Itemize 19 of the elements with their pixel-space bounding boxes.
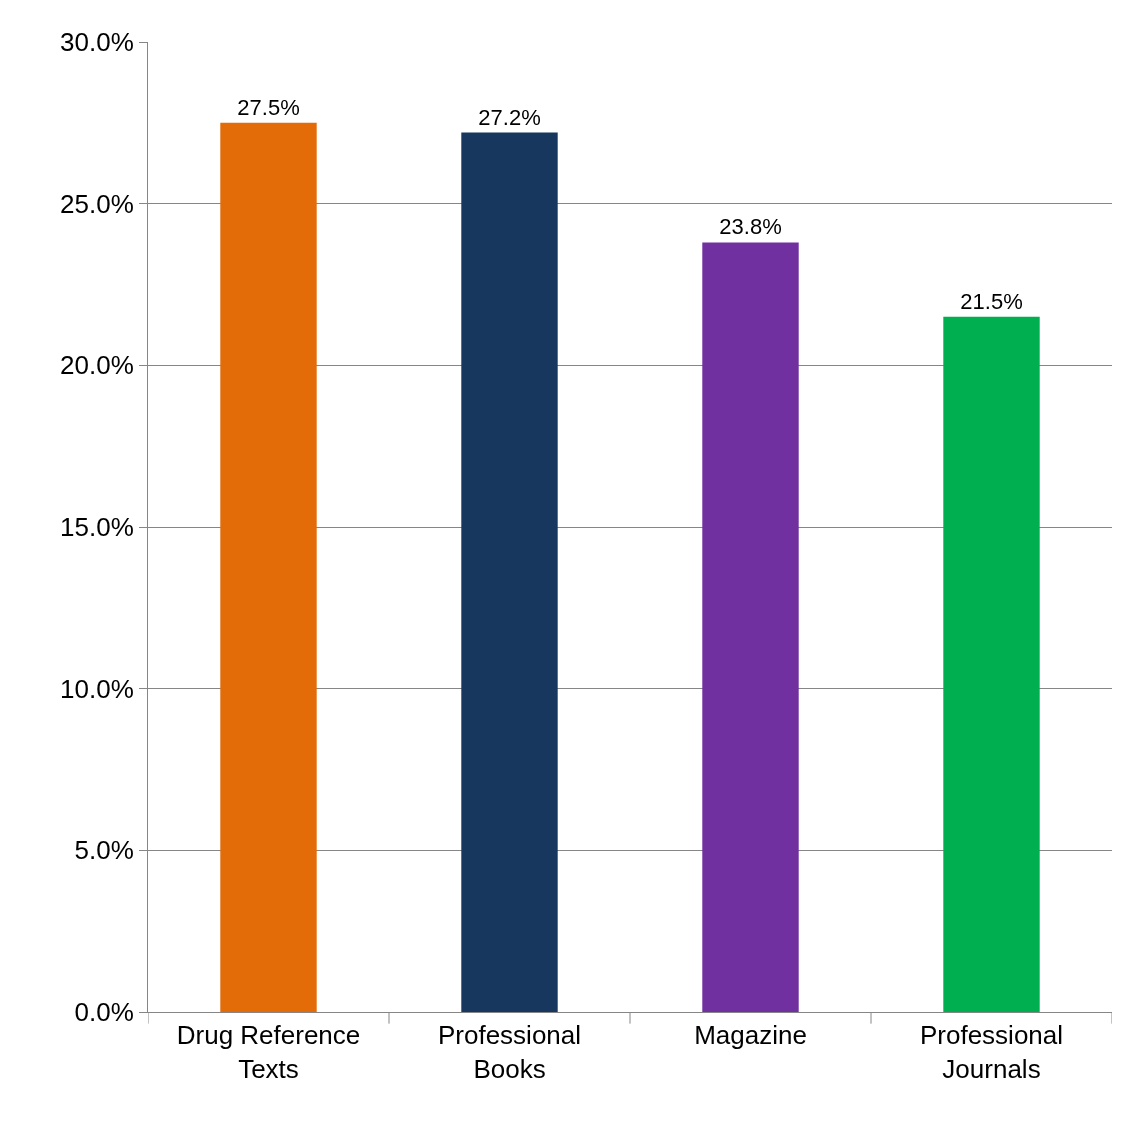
bar (220, 122, 317, 1012)
x-tick-label: Magazine (694, 1020, 807, 1051)
y-tick-label: 10.0% (60, 673, 134, 704)
y-tick-label: 15.0% (60, 512, 134, 543)
data-label: 23.8% (719, 214, 782, 240)
bar (702, 242, 799, 1012)
y-tick-label: 20.0% (60, 350, 134, 381)
x-tick-label: Drug Reference Texts (176, 1020, 361, 1084)
y-tick-label: 25.0% (60, 188, 134, 219)
x-tick-label: Professional Journals (919, 1020, 1064, 1084)
data-label: 27.2% (478, 104, 541, 130)
y-tick-label: 30.0% (60, 27, 134, 58)
y-tick-label: 5.0% (74, 835, 134, 866)
y-tick-label: 0.0% (74, 997, 134, 1028)
data-label: 27.5% (237, 94, 300, 120)
data-label: 21.5% (960, 288, 1023, 314)
x-tick-label: Professional Books (437, 1020, 582, 1084)
bar (461, 132, 558, 1012)
bar (943, 316, 1040, 1012)
